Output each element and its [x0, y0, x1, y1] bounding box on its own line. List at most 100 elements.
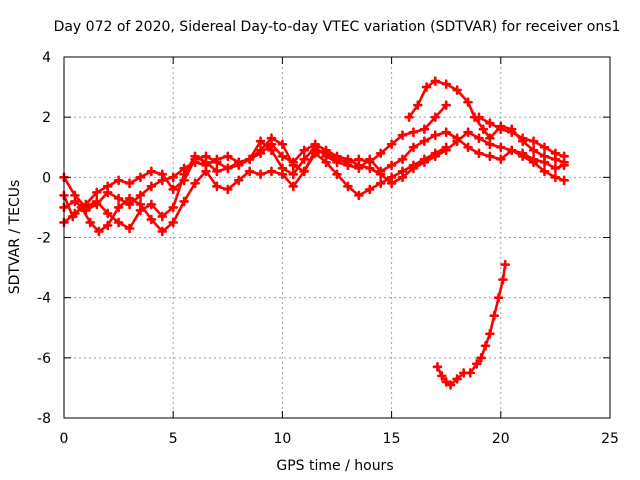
data-point [463, 97, 473, 107]
data-point [277, 151, 288, 162]
data-point [419, 124, 430, 134]
data-point [430, 151, 441, 162]
data-point [146, 181, 157, 192]
data-point [157, 226, 168, 237]
data-point [528, 145, 539, 156]
data-point [288, 169, 299, 180]
data-point [332, 169, 342, 180]
data-point [452, 136, 462, 147]
data-point [364, 184, 375, 195]
data-point [343, 181, 353, 192]
data-point [168, 217, 178, 228]
data-point [168, 184, 178, 195]
data-point [375, 148, 386, 159]
data-point [364, 163, 375, 174]
data-point [102, 208, 113, 219]
data-point [386, 178, 397, 189]
data-point [288, 157, 299, 168]
data-point [354, 160, 364, 171]
data-point [223, 151, 233, 162]
data-point [489, 310, 500, 321]
data-point [321, 145, 331, 156]
data-point [550, 163, 561, 174]
data-point [102, 187, 113, 198]
x-tick-label: 20 [492, 431, 510, 447]
data-point [233, 175, 244, 186]
x-tick-label: 5 [169, 431, 178, 447]
data-point [421, 82, 432, 92]
data-point [135, 190, 146, 201]
x-tick-label: 0 [60, 431, 69, 447]
data-point [404, 112, 414, 122]
data-point [244, 154, 255, 165]
data-point [375, 178, 386, 189]
data-point [190, 157, 200, 168]
y-tick-label: 0 [42, 170, 51, 186]
series-line [436, 263, 507, 387]
data-point [364, 154, 375, 165]
y-axis-label: SDTVAR / TECUs [7, 180, 23, 295]
data-point [465, 368, 476, 378]
data-point [539, 151, 550, 162]
y-tick-label: -4 [37, 291, 51, 307]
data-point [310, 139, 320, 150]
data-point [223, 163, 233, 174]
data-point [517, 133, 528, 144]
x-tick-label: 15 [383, 431, 401, 447]
data-point [408, 142, 419, 153]
data-point [485, 133, 495, 144]
data-point [419, 157, 430, 168]
data-point [430, 112, 441, 122]
data-point [386, 160, 397, 171]
x-tick-label: 10 [273, 431, 291, 447]
data-point [476, 353, 486, 363]
data-point [559, 175, 569, 186]
data-point [496, 154, 506, 165]
data-point [397, 172, 408, 183]
data-point [157, 175, 168, 186]
data-point [266, 166, 277, 177]
data-point [474, 133, 484, 144]
data-point [441, 100, 451, 110]
data-point [430, 76, 441, 86]
data-point [168, 172, 178, 183]
y-tick-label: -2 [37, 231, 51, 247]
data-point [375, 169, 386, 180]
data-point [124, 178, 135, 189]
data-point [559, 151, 569, 162]
data-point [430, 130, 441, 141]
data-point [67, 211, 78, 222]
data-point [244, 166, 255, 177]
data-point [343, 154, 353, 165]
data-point [212, 154, 222, 165]
data-point [255, 136, 266, 147]
data-point [299, 154, 310, 165]
data-point [478, 124, 489, 134]
data-point [288, 181, 299, 192]
data-point [498, 274, 508, 285]
data-point [102, 220, 113, 231]
data-point [485, 118, 495, 128]
data-point [500, 259, 510, 270]
data-point [354, 190, 364, 201]
data-point [506, 145, 517, 156]
data-point [474, 148, 484, 159]
data-point [432, 362, 443, 372]
data-point [332, 151, 342, 162]
data-point [179, 196, 189, 207]
data-point [408, 127, 419, 138]
data-point [81, 205, 91, 216]
data-point [539, 166, 550, 177]
data-point [113, 202, 124, 213]
x-axis-label: GPS time / hours [276, 458, 393, 474]
data-point [550, 172, 561, 183]
data-point [528, 136, 539, 147]
y-tick-label: 4 [42, 50, 51, 66]
data-point [441, 79, 451, 89]
data-point [496, 142, 506, 153]
chart-title: Day 072 of 2020, Sidereal Day-to-day VTE… [54, 19, 621, 35]
data-point [146, 199, 157, 210]
series-track-7 [432, 259, 510, 390]
series-track-6 [474, 112, 569, 162]
